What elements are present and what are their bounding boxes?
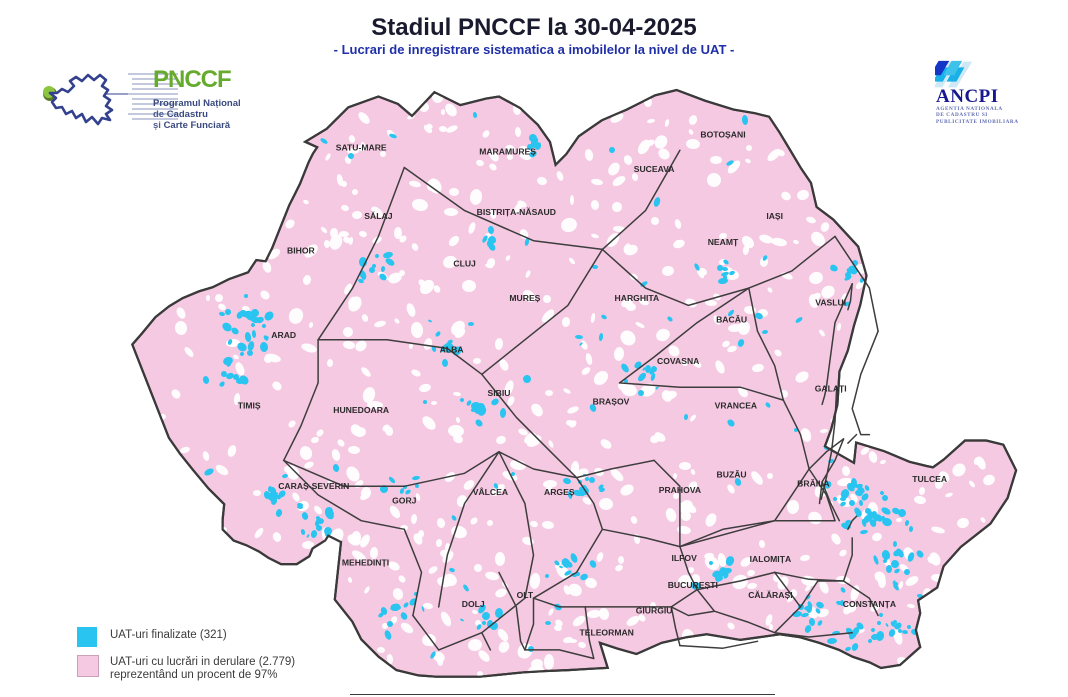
svg-text:BISTRIȚA-NĂSAUD: BISTRIȚA-NĂSAUD <box>477 207 556 217</box>
svg-text:OLT: OLT <box>517 590 534 600</box>
svg-text:SĂLAJ: SĂLAJ <box>364 211 392 221</box>
svg-text:BACĂU: BACĂU <box>716 315 747 325</box>
svg-text:BOTOȘANI: BOTOȘANI <box>700 129 745 139</box>
svg-text:MEHEDINȚI: MEHEDINȚI <box>342 558 389 568</box>
svg-text:CONSTANȚA: CONSTANȚA <box>843 599 896 609</box>
svg-text:NEAMȚ: NEAMȚ <box>708 237 739 247</box>
svg-text:PRAHOVA: PRAHOVA <box>659 485 701 495</box>
svg-text:BIHOR: BIHOR <box>287 246 315 256</box>
svg-text:HUNEDOARA: HUNEDOARA <box>333 405 389 415</box>
svg-text:TIMIȘ: TIMIȘ <box>238 401 261 411</box>
svg-text:GALAȚI: GALAȚI <box>815 384 847 394</box>
svg-text:ILFOV: ILFOV <box>672 553 698 563</box>
svg-text:BRAȘOV: BRAȘOV <box>593 396 630 406</box>
svg-text:VÂLCEA: VÂLCEA <box>473 486 508 497</box>
svg-text:SIBIU: SIBIU <box>488 388 511 398</box>
svg-text:MARAMUREȘ: MARAMUREȘ <box>479 147 536 157</box>
svg-text:VASLUI: VASLUI <box>815 297 846 307</box>
svg-text:COVASNA: COVASNA <box>657 356 699 366</box>
svg-text:BUZĂU: BUZĂU <box>717 470 747 480</box>
svg-text:BRĂILA: BRĂILA <box>797 478 829 488</box>
svg-text:ARGEȘ: ARGEȘ <box>544 487 575 497</box>
svg-text:IALOMIȚA: IALOMIȚA <box>750 554 792 564</box>
svg-text:IAȘI: IAȘI <box>766 211 783 221</box>
svg-text:ARAD: ARAD <box>271 330 296 340</box>
svg-text:GORJ: GORJ <box>392 496 417 506</box>
svg-text:MUREȘ: MUREȘ <box>509 293 540 303</box>
svg-text:CĂLĂRAȘI: CĂLĂRAȘI <box>748 590 792 600</box>
svg-text:VRANCEA: VRANCEA <box>715 401 758 411</box>
svg-text:ALBA: ALBA <box>440 345 464 355</box>
svg-text:TELEORMAN: TELEORMAN <box>579 627 633 637</box>
svg-text:CARAȘ-SEVERIN: CARAȘ-SEVERIN <box>278 481 349 491</box>
svg-text:DOLJ: DOLJ <box>462 599 485 609</box>
svg-text:SUCEAVA: SUCEAVA <box>634 164 675 174</box>
svg-text:TULCEA: TULCEA <box>912 474 947 484</box>
svg-text:GIURGIU: GIURGIU <box>636 606 673 616</box>
svg-text:CLUJ: CLUJ <box>453 259 476 269</box>
svg-text:SATU-MARE: SATU-MARE <box>336 142 387 152</box>
svg-text:HARGHITA: HARGHITA <box>615 293 660 303</box>
svg-text:BUCUREȘTI: BUCUREȘTI <box>668 580 718 590</box>
